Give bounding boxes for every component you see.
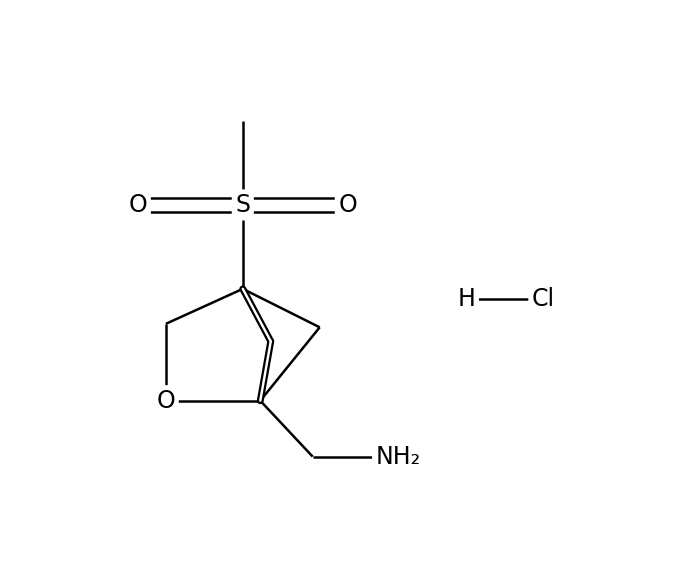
Text: S: S	[235, 193, 251, 217]
Text: NH₂: NH₂	[376, 444, 421, 468]
Text: Cl: Cl	[532, 287, 555, 311]
Text: O: O	[129, 193, 147, 217]
Text: O: O	[338, 193, 357, 217]
Text: H: H	[457, 287, 475, 311]
Text: O: O	[156, 389, 175, 413]
